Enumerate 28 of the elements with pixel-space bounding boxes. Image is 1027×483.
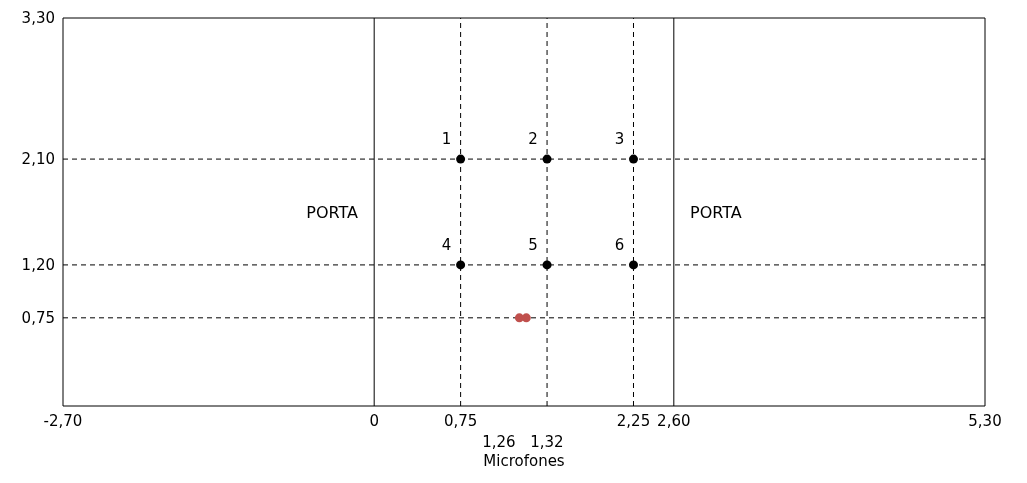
y-tick-label: 0,75	[21, 309, 55, 328]
annotation: 1	[441, 130, 452, 149]
point	[542, 260, 552, 270]
x-tick-label: 0,75	[443, 412, 478, 430]
annotation: PORTA	[306, 202, 359, 222]
y-tick-label: 1,20	[21, 256, 55, 275]
x-tick-label: 0	[369, 412, 379, 430]
point	[456, 260, 466, 270]
annotation: 4	[441, 236, 452, 255]
x-tick-label: 5,30	[968, 412, 1002, 430]
annotation: 3	[614, 130, 625, 149]
point	[456, 154, 466, 164]
y-tick-label: 2,10	[21, 150, 55, 169]
x-tick-label: 2,25	[616, 412, 651, 430]
point	[542, 154, 552, 164]
x-axis-title: Microfones	[483, 452, 565, 470]
text: 1,26	[482, 433, 516, 452]
annotation: PORTA	[689, 202, 742, 222]
annotation: 2	[528, 130, 538, 149]
x-tick-label: 2,60	[657, 412, 691, 430]
x-tick-label: -2,70	[43, 412, 83, 430]
annotation: 5	[528, 236, 538, 255]
point	[521, 313, 531, 323]
text: 1,32	[530, 433, 564, 452]
point	[628, 154, 638, 164]
point	[628, 260, 638, 270]
y-tick-label: 3,30	[21, 9, 55, 28]
annotation: 6	[614, 236, 625, 255]
